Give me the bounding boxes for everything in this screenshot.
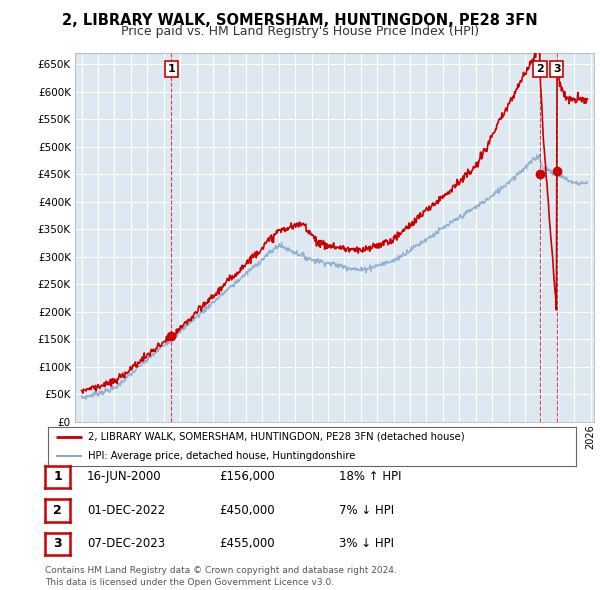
Text: £455,000: £455,000 — [219, 537, 275, 550]
Text: £450,000: £450,000 — [219, 504, 275, 517]
Text: 2: 2 — [53, 504, 62, 517]
Text: 18% ↑ HPI: 18% ↑ HPI — [339, 470, 401, 483]
Text: 1: 1 — [53, 470, 62, 483]
Text: Contains HM Land Registry data © Crown copyright and database right 2024.
This d: Contains HM Land Registry data © Crown c… — [45, 566, 397, 587]
Text: 07-DEC-2023: 07-DEC-2023 — [87, 537, 165, 550]
Text: 7% ↓ HPI: 7% ↓ HPI — [339, 504, 394, 517]
Text: 16-JUN-2000: 16-JUN-2000 — [87, 470, 161, 483]
Text: 1: 1 — [167, 64, 175, 74]
Text: 2: 2 — [536, 64, 544, 74]
Text: HPI: Average price, detached house, Huntingdonshire: HPI: Average price, detached house, Hunt… — [88, 451, 355, 461]
Text: 3: 3 — [53, 537, 62, 550]
Text: 3% ↓ HPI: 3% ↓ HPI — [339, 537, 394, 550]
Text: 01-DEC-2022: 01-DEC-2022 — [87, 504, 165, 517]
Text: 2, LIBRARY WALK, SOMERSHAM, HUNTINGDON, PE28 3FN: 2, LIBRARY WALK, SOMERSHAM, HUNTINGDON, … — [62, 13, 538, 28]
Text: 2, LIBRARY WALK, SOMERSHAM, HUNTINGDON, PE28 3FN (detached house): 2, LIBRARY WALK, SOMERSHAM, HUNTINGDON, … — [88, 432, 464, 442]
Text: Price paid vs. HM Land Registry's House Price Index (HPI): Price paid vs. HM Land Registry's House … — [121, 25, 479, 38]
Text: £156,000: £156,000 — [219, 470, 275, 483]
Text: 3: 3 — [553, 64, 560, 74]
